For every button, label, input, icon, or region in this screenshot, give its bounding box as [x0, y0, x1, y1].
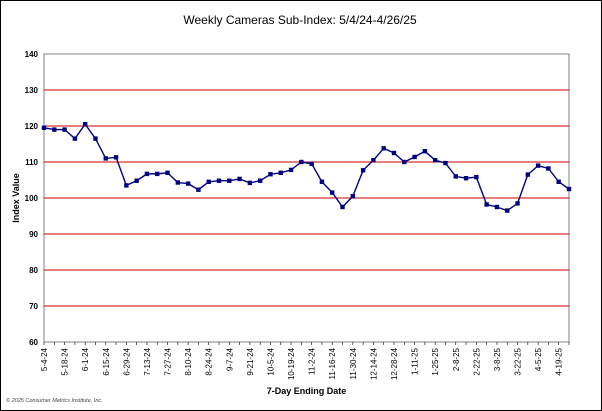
y-tick-label: 70: [29, 302, 38, 311]
data-point: [422, 149, 428, 154]
data-point: [155, 171, 160, 177]
chart-title: Weekly Cameras Sub-Index: 5/4/24-4/26/25: [183, 13, 417, 27]
data-point: [360, 168, 366, 173]
data-point: [391, 150, 397, 156]
x-tick-label: 1-11-25: [411, 347, 420, 375]
x-tick-label: 4-5-25: [534, 347, 543, 371]
y-tick-label: 80: [29, 266, 38, 275]
data-point: [463, 176, 469, 181]
y-tick-label: 110: [25, 158, 38, 167]
data-point: [175, 180, 181, 185]
data-point: [196, 187, 201, 192]
y-axis-label: Index Value: [11, 173, 21, 223]
data-point: [93, 136, 98, 141]
data-point: [330, 190, 335, 195]
y-tick-label: 130: [25, 86, 39, 95]
data-point: [247, 180, 253, 186]
data-point: [72, 136, 78, 141]
x-tick-label: 11-30-24: [349, 347, 358, 379]
x-tick-label: 6-1-24: [81, 347, 90, 371]
series-line: [43, 122, 570, 212]
data-point: [299, 159, 304, 165]
x-tick-label: 10-19-24: [287, 347, 296, 380]
x-tick-label: 3-22-25: [514, 347, 523, 375]
data-point: [52, 127, 57, 132]
data-point: [371, 158, 376, 163]
data-point: [227, 178, 232, 183]
data-point: [453, 174, 458, 179]
x-tick-label: 4-19-25: [555, 347, 564, 375]
data-point: [432, 158, 438, 163]
x-tick-label: 11-2-24: [308, 347, 317, 375]
x-tick-label: 11-16-24: [328, 347, 337, 379]
x-tick-label: 5-4-24: [40, 347, 49, 371]
copyright-credit: © 2025 Consumer Metrics Institute, Inc.: [6, 397, 103, 404]
data-point: [309, 161, 314, 166]
x-axis-label: 7-Day Ending Date: [267, 386, 347, 396]
data-point: [237, 176, 242, 182]
data-point: [546, 166, 551, 171]
x-tick-label: 2-22-25: [472, 347, 481, 375]
data-point: [206, 179, 211, 184]
grid-lines: [44, 89, 569, 307]
series-group: [41, 122, 572, 213]
data-point: [402, 159, 407, 165]
y-tick-label: 140: [25, 50, 39, 59]
x-tick-label: 8-24-24: [205, 347, 214, 375]
data-point: [82, 122, 88, 127]
data-point: [443, 160, 448, 166]
data-point: [216, 178, 222, 183]
data-point: [484, 202, 489, 207]
data-point: [525, 172, 531, 177]
x-tick-label: 7-13-24: [143, 347, 152, 375]
y-axis-ticks: 60 70 80 90 100 110 120 130 140: [25, 50, 39, 347]
data-point: [41, 125, 47, 130]
data-point: [515, 201, 520, 206]
x-tick-label: 10-5-24: [266, 347, 275, 375]
data-point: [505, 208, 510, 213]
data-point: [278, 170, 283, 175]
x-tick-label: 7-27-24: [164, 347, 173, 375]
y-tick-label: 120: [25, 122, 39, 131]
data-point: [474, 174, 479, 180]
x-tick-label: 9-21-24: [246, 347, 255, 375]
data-point: [165, 170, 170, 175]
x-tick-label: 6-29-24: [122, 347, 131, 375]
data-point: [103, 156, 108, 161]
data-point: [412, 154, 417, 160]
data-point: [257, 178, 263, 183]
x-tick-label: 1-25-25: [431, 347, 440, 375]
x-tick-label: 8-10-24: [184, 347, 193, 375]
x-tick-label: 6-15-24: [102, 347, 111, 375]
x-tick-label: 9-7-24: [225, 347, 234, 371]
data-point: [381, 146, 386, 151]
data-point: [113, 155, 119, 160]
data-point: [350, 194, 356, 199]
data-point: [340, 204, 345, 210]
x-tick-label: 12-14-24: [369, 347, 378, 380]
data-point: [62, 127, 67, 132]
x-axis-ticks: 5-4-24 5-18-24 6-1-24 6-15-24 6-29-24 7-13-24…: [40, 342, 570, 380]
y-tick-label: 100: [25, 194, 39, 203]
y-tick-label: 90: [29, 230, 38, 239]
data-point: [185, 181, 191, 186]
x-tick-label: 12-28-24: [390, 347, 399, 380]
data-point: [319, 179, 325, 184]
data-point: [535, 163, 541, 168]
x-tick-label: 5-18-24: [61, 347, 70, 375]
data-point: [494, 204, 500, 210]
data-point: [134, 178, 139, 183]
x-tick-label: 3-8-25: [493, 347, 502, 371]
data-point: [124, 183, 129, 188]
x-tick-label: 2-8-25: [452, 347, 461, 371]
y-tick-label: 60: [29, 338, 38, 347]
data-point: [144, 171, 150, 177]
data-point: [268, 172, 273, 177]
data-point: [566, 186, 572, 192]
data-point: [556, 179, 561, 184]
data-point: [288, 167, 294, 173]
